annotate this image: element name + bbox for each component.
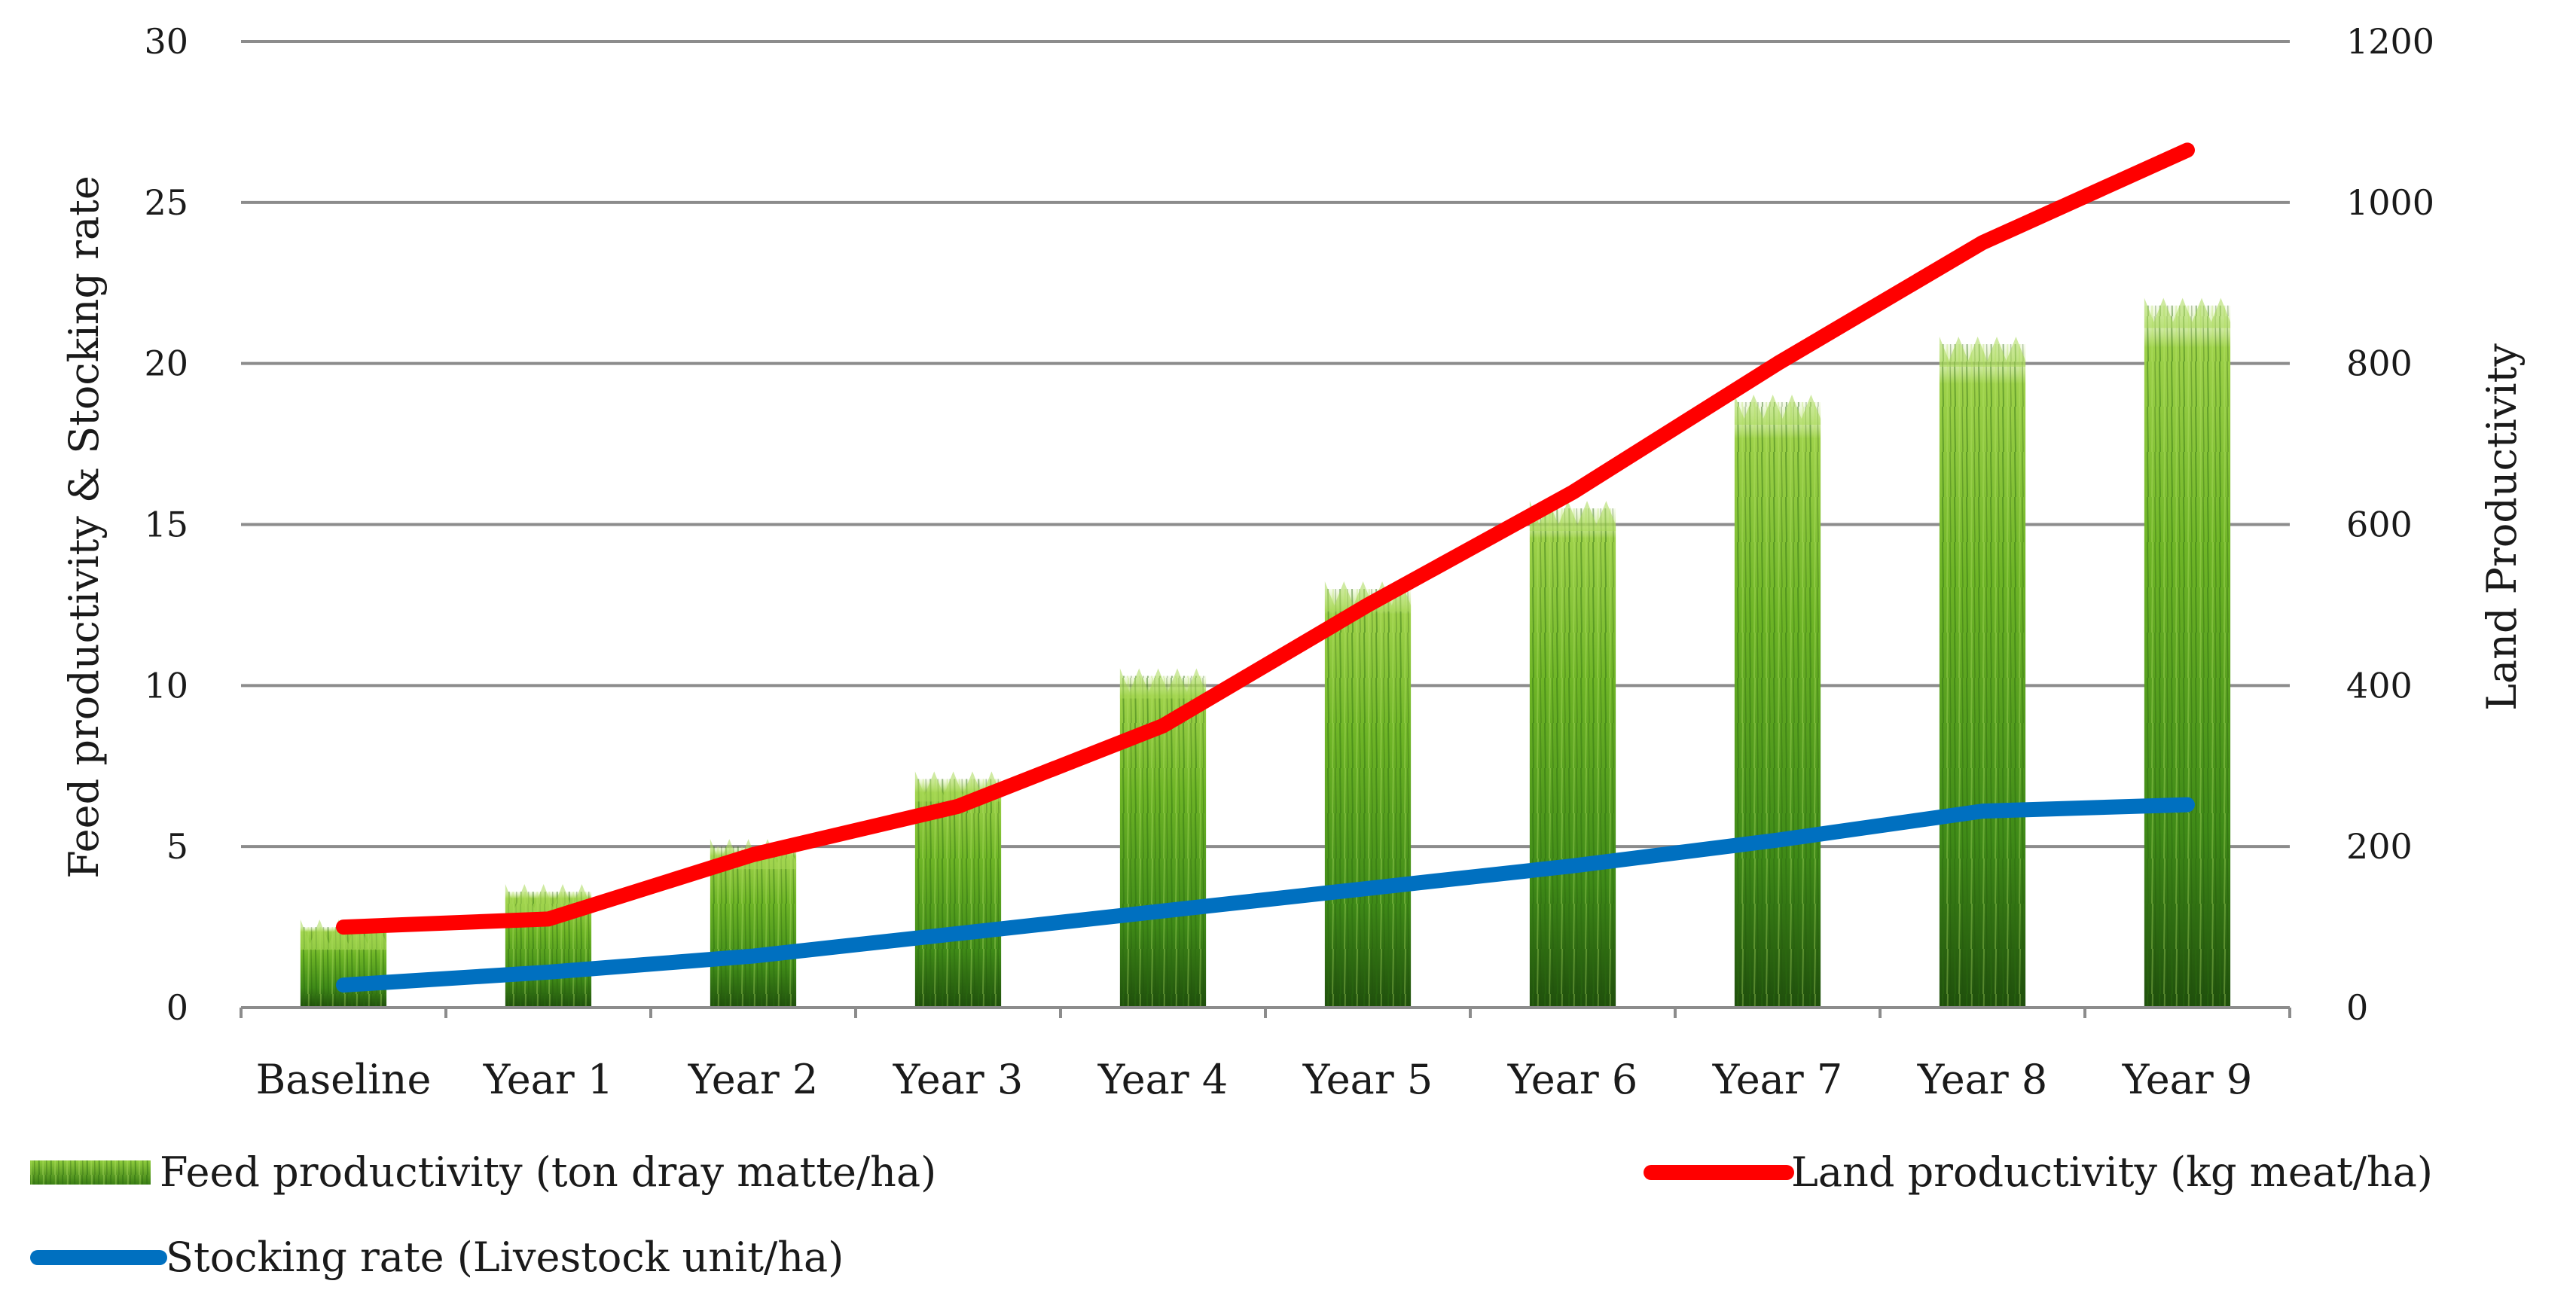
bar-year-7 xyxy=(1734,394,1821,1008)
right-tick-label: 600 xyxy=(2346,505,2413,545)
bar-year-6 xyxy=(1529,501,1616,1008)
left-tick-label: 5 xyxy=(166,826,188,867)
right-tick-label: 1000 xyxy=(2346,182,2434,223)
left-axis-ticks: 0 5 10 15 20 25 30 xyxy=(144,21,188,1028)
left-axis-title: Feed productivity & Stocking rate xyxy=(60,175,108,879)
legend-item-feed-productivity: Feed productivity (ton dray matte/ha) xyxy=(30,1148,936,1196)
right-tick-label: 400 xyxy=(2346,665,2413,706)
right-tick-label: 0 xyxy=(2346,987,2368,1028)
x-tick-label-year-7: Year 7 xyxy=(1712,1056,1842,1103)
legend-label-land-productivity: Land productivity (kg meat/ha) xyxy=(1791,1148,2433,1196)
x-tick-label-year-2: Year 2 xyxy=(688,1056,818,1103)
series-lines xyxy=(336,142,2195,993)
bar-year-9 xyxy=(2144,297,2231,1008)
bar-year-3 xyxy=(914,771,1002,1008)
x-axis-ticks: Baseline Year 1 Year 2 Year 3 Year 4 Year 5 Ye… xyxy=(256,1056,2253,1103)
right-tick-label: 200 xyxy=(2346,826,2413,867)
x-tick-label-year-1: Year 1 xyxy=(483,1056,613,1103)
left-tick-label: 30 xyxy=(144,21,188,62)
legend: Feed productivity (ton dray matte/ha) La… xyxy=(30,1148,2433,1281)
x-tick-label-year-6: Year 6 xyxy=(1507,1056,1637,1103)
legend-label-feed-productivity: Feed productivity (ton dray matte/ha) xyxy=(160,1148,936,1196)
x-tick-label-year-5: Year 5 xyxy=(1302,1056,1433,1103)
legend-item-land-productivity: Land productivity (kg meat/ha) xyxy=(1644,1148,2433,1196)
x-tick-label-year-3: Year 3 xyxy=(893,1056,1023,1103)
bar-year-8 xyxy=(1939,337,2026,1008)
left-tick-label: 0 xyxy=(166,987,188,1028)
x-tick-label-baseline: Baseline xyxy=(256,1056,432,1103)
left-tick-label: 25 xyxy=(144,182,188,223)
x-tick-label-year-4: Year 4 xyxy=(1097,1056,1228,1103)
left-tick-label: 20 xyxy=(144,343,188,384)
line-land-productivity xyxy=(336,142,2195,935)
feed-productivity-bars xyxy=(300,297,2231,1008)
bar-year-2 xyxy=(710,839,797,1008)
legend-label-stocking-rate: Stocking rate (Livestock unit/ha) xyxy=(166,1233,844,1281)
right-tick-label: 800 xyxy=(2346,343,2413,384)
right-axis-title: Land Productivity xyxy=(2478,343,2526,711)
left-tick-label: 15 xyxy=(144,505,188,545)
x-tick-label-year-8: Year 8 xyxy=(1917,1056,2047,1103)
bar-baseline xyxy=(300,919,387,1008)
axes xyxy=(240,1006,2291,1018)
line-stocking-rate xyxy=(336,797,2195,993)
bar-year-5 xyxy=(1324,581,1412,1008)
right-tick-label: 1200 xyxy=(2346,21,2434,62)
x-tick-label-year-9: Year 9 xyxy=(2122,1056,2252,1103)
right-axis-ticks: 0 200 400 600 800 1000 1200 xyxy=(2346,21,2434,1028)
legend-item-stocking-rate: Stocking rate (Livestock unit/ha) xyxy=(30,1233,844,1281)
left-tick-label: 10 xyxy=(144,665,188,706)
